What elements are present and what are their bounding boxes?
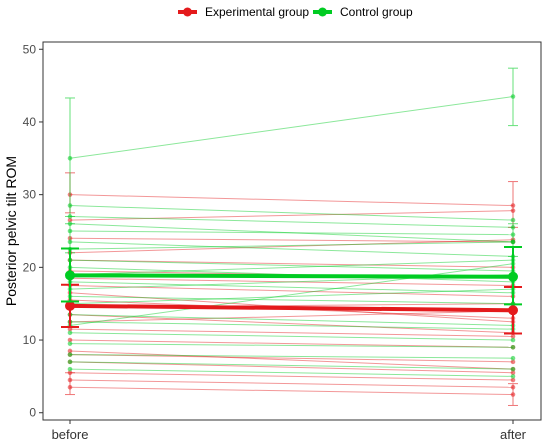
- subject-line: [69, 328, 514, 337]
- subject-point: [510, 337, 516, 343]
- legend: Experimental group Control group: [178, 5, 413, 19]
- subject-point: [67, 326, 73, 332]
- subject-point: [67, 217, 73, 223]
- series-subjects-1: [65, 67, 518, 379]
- subject-point: [510, 355, 516, 361]
- subject-line: [69, 263, 514, 326]
- mean-point: [508, 305, 518, 316]
- subject-line: [69, 332, 514, 341]
- legend-label-control: Control group: [340, 5, 413, 19]
- subject-line: [69, 354, 514, 363]
- subject-line: [69, 368, 514, 377]
- y-tick-label: 0: [29, 406, 36, 420]
- subject-point: [67, 352, 73, 357]
- subject-error-bar: [65, 97, 75, 217]
- subject-point: [67, 348, 73, 354]
- subject-point: [67, 330, 73, 336]
- mean-point: [65, 300, 75, 311]
- subject-line: [69, 314, 514, 334]
- subject-line: [69, 372, 514, 381]
- x-axis: before after: [52, 420, 527, 442]
- subject-line: [69, 361, 514, 374]
- subject-line: [69, 215, 514, 228]
- plot-panel: [42, 41, 542, 421]
- series-mean-1: [61, 245, 522, 306]
- legend-label-experimental: Experimental group: [205, 5, 309, 19]
- subject-line: [69, 237, 514, 243]
- subject-line: [69, 314, 514, 326]
- subject-line: [69, 281, 514, 294]
- subject-point: [510, 334, 516, 339]
- subject-line: [69, 259, 514, 272]
- subject-point: [67, 359, 73, 365]
- subject-line: [69, 205, 514, 221]
- subject-line: [69, 277, 514, 287]
- subject-line: [69, 288, 514, 305]
- subject-line: [69, 310, 514, 323]
- legend-item-control: Control group: [313, 5, 413, 19]
- subject-line: [69, 230, 514, 236]
- subject-error-bar: [508, 383, 518, 406]
- subject-line: [69, 285, 514, 297]
- y-axis-title: Posterior pelvic tilt ROM: [3, 156, 19, 306]
- subject-line: [69, 259, 514, 268]
- subject-line: [69, 339, 514, 348]
- y-tick-label: 20: [23, 260, 37, 274]
- mean-point: [508, 271, 518, 282]
- subject-line: [69, 96, 514, 159]
- subject-line: [69, 241, 514, 257]
- subject-point: [510, 366, 516, 372]
- subject-point: [67, 366, 73, 372]
- subject-point: [67, 341, 73, 346]
- x-tick-label: before: [52, 427, 89, 442]
- y-tick-label: 50: [23, 42, 37, 56]
- subject-point: [510, 377, 516, 383]
- y-axis: 0 10 20 30 40 50: [23, 42, 43, 420]
- x-tick-label: after: [500, 427, 527, 442]
- plot-area: [61, 67, 522, 406]
- subject-line: [69, 259, 514, 276]
- legend-key-experimental-dot: [183, 7, 192, 17]
- subject-line: [69, 350, 514, 370]
- subject-point: [510, 345, 516, 350]
- y-tick-label: 30: [23, 188, 37, 202]
- subject-point: [510, 374, 516, 379]
- legend-item-experimental: Experimental group: [178, 5, 309, 19]
- legend-key-control-dot: [318, 7, 327, 17]
- subject-point: [67, 337, 73, 343]
- mean-line: [69, 273, 514, 279]
- subject-error-bar: [65, 372, 75, 396]
- subject-line: [69, 223, 514, 243]
- subject-error-bar: [508, 67, 518, 127]
- subject-line: [69, 343, 514, 348]
- mean-line: [69, 303, 514, 313]
- y-tick-label: 10: [23, 333, 37, 347]
- subject-line: [69, 386, 514, 396]
- subject-line: [69, 361, 514, 370]
- subject-line: [69, 321, 514, 330]
- subject-point: [510, 359, 516, 365]
- subject-line: [69, 241, 514, 250]
- subject-line: [69, 295, 514, 305]
- subject-line: [69, 379, 514, 388]
- mean-point: [65, 270, 75, 281]
- subject-line: [69, 210, 514, 221]
- subject-line: [69, 239, 514, 254]
- y-tick-label: 40: [23, 115, 37, 129]
- subject-point: [510, 370, 516, 376]
- subject-line: [69, 194, 514, 207]
- subject-line: [69, 354, 514, 359]
- subject-point: [510, 217, 516, 223]
